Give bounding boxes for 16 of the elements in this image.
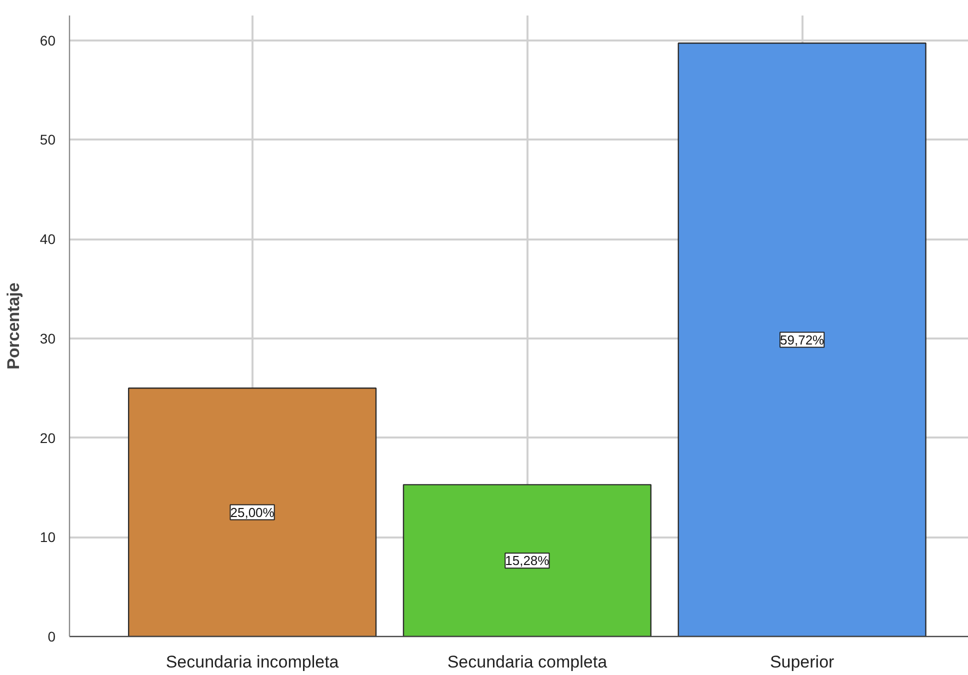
y-tick-label: 20 [40, 430, 56, 446]
data-label: 25,00% [230, 504, 275, 520]
bar [402, 484, 652, 636]
x-tick-label: Superior [770, 652, 835, 672]
x-tick-label: Secundaria completa [447, 652, 608, 672]
y-tick-label: 10 [40, 529, 56, 546]
y-tick-label: 40 [40, 231, 56, 248]
data-label: 15,28% [505, 553, 550, 568]
y-axis-title: Porcentaje [4, 282, 23, 370]
y-tick-label: 50 [40, 132, 56, 148]
y-tick-label: 30 [40, 330, 56, 346]
bar [678, 42, 926, 636]
x-tick-label: Secundaria incompleta [166, 652, 340, 672]
y-tick-label: 0 [48, 628, 56, 644]
bar [128, 388, 377, 636]
y-tick-label: 60 [40, 32, 56, 48]
